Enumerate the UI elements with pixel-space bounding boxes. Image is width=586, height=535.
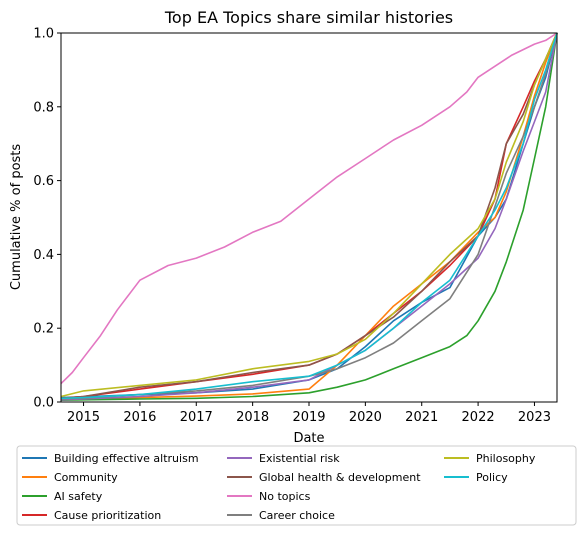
legend-label: Community: [54, 471, 118, 484]
x-axis-title: Date: [293, 431, 324, 446]
series-line-4: [60, 32, 558, 401]
series-layer: [60, 32, 558, 401]
legend-label: No topics: [259, 490, 311, 503]
legend-label: Career choice: [259, 509, 335, 522]
legend-label: Philosophy: [476, 452, 536, 465]
y-tick-label: 0.4: [33, 248, 54, 263]
series-line-6: [60, 32, 558, 385]
y-tick-label: 0.0: [33, 396, 54, 411]
y-tick-label: 0.6: [33, 174, 54, 189]
x-tick-label: 2020: [349, 410, 382, 425]
x-tick-label: 2021: [405, 410, 438, 425]
y-axis-title: Cumulative % of posts: [9, 144, 24, 291]
x-tick-label: 2018: [236, 410, 269, 425]
series-line-5: [60, 32, 558, 400]
y-tick-label: 0.8: [33, 100, 54, 115]
series-line-9: [60, 32, 558, 400]
legend-box: [16, 445, 577, 526]
series-line-7: [60, 32, 558, 400]
legend-label: Cause prioritization: [54, 509, 161, 522]
chart-title: Top EA Topics share similar histories: [164, 8, 453, 27]
x-tick-label: 2019: [292, 410, 325, 425]
x-tick-label: 2022: [462, 410, 495, 425]
legend-label: Building effective altruism: [54, 452, 199, 465]
legend-label: Existential risk: [259, 452, 340, 465]
x-tick-label: 2023: [518, 410, 551, 425]
x-tick-label: 2016: [123, 410, 156, 425]
series-line-2: [60, 32, 558, 401]
x-tick-label: 2017: [180, 410, 213, 425]
y-tick-label: 1.0: [33, 27, 54, 42]
legend: Building effective altruism Community AI s…: [16, 445, 577, 526]
plot-area: 2015 2016 2017 2018 2019 2020 2021 2022 2023 0.0…: [33, 27, 558, 425]
x-axis: 2015 2016 2017 2018 2019 2020 2021 2022 2023: [67, 402, 551, 425]
y-axis: 0.0 0.2 0.4 0.6 0.8 1.0: [33, 27, 61, 411]
legend-label: AI safety: [54, 490, 103, 503]
y-tick-label: 0.2: [33, 322, 54, 337]
series-line-8: [60, 32, 558, 398]
legend-label: Global health & development: [259, 471, 421, 484]
legend-label: Policy: [476, 471, 508, 484]
x-tick-label: 2015: [67, 410, 100, 425]
plot-frame: [61, 33, 557, 402]
